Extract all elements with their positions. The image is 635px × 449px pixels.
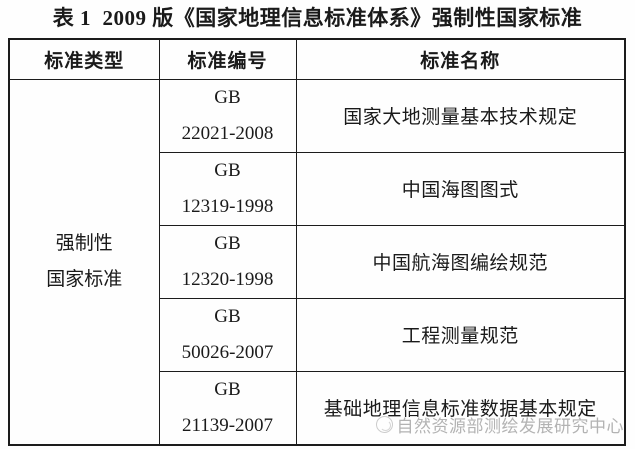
- standard-name-cell: 国家大地测量基本技术规定: [295, 78, 626, 153]
- table-row: GB 12320-1998 中国航海图编绘规范: [9, 224, 626, 299]
- header-standard-code: 标准编号: [158, 38, 297, 80]
- standard-code-cell: GB 12319-1998: [158, 151, 297, 226]
- standard-name-cell: 中国航海图编绘规范: [295, 224, 626, 299]
- standard-name-cell: 基础地理信息标准数据基本规定: [295, 370, 626, 445]
- header-standard-name: 标准名称: [295, 38, 626, 80]
- table-row: GB 12319-1998 中国海图图式: [9, 151, 626, 226]
- header-row: 标准类型 标准编号 标准名称: [8, 38, 626, 80]
- table-caption: 表 1 2009 版《国家地理信息标准体系》强制性国家标准: [52, 6, 583, 30]
- standard-code-cell: GB 21139-2007: [158, 370, 297, 445]
- header-standard-type: 标准类型: [8, 38, 160, 80]
- standard-code-cell: GB 12320-1998: [158, 224, 297, 299]
- table-row: GB 50026-2007 工程测量规范: [9, 297, 626, 372]
- standard-code-cell: GB 22021-2008: [158, 78, 297, 153]
- standards-table: 标准类型 标准编号 标准名称 强制性 国家标准 GB 22021-2008 国家…: [8, 38, 626, 446]
- table-row: 强制性 国家标准 GB 22021-2008 国家大地测量基本技术规定: [8, 78, 626, 445]
- standard-name-cell: 中国海图图式: [295, 151, 626, 226]
- table-row: GB 21139-2007 基础地理信息标准数据基本规定: [9, 370, 626, 445]
- merged-type-cell: 强制性 国家标准: [8, 78, 160, 445]
- standard-code-cell: GB 50026-2007: [158, 297, 297, 372]
- standard-name-cell: 工程测量规范: [295, 297, 626, 372]
